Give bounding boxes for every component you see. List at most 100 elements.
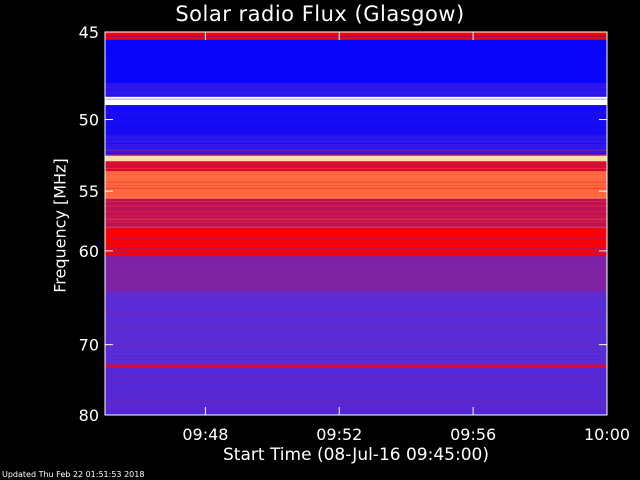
texture-line <box>105 407 607 408</box>
texture-line <box>105 399 607 401</box>
texture-line <box>105 218 607 220</box>
texture-line <box>105 362 607 363</box>
y-tick-label: 80 <box>79 406 99 425</box>
x-tick-label: 09:56 <box>450 425 496 444</box>
x-tick-label: 09:48 <box>182 425 228 444</box>
texture-line <box>105 326 607 328</box>
texture-line <box>105 391 607 393</box>
texture-line <box>105 171 607 173</box>
texture-line <box>105 413 607 415</box>
texture-line <box>105 328 607 329</box>
texture-line <box>105 412 607 413</box>
texture-line <box>105 245 607 246</box>
texture-line <box>105 388 607 390</box>
texture-line <box>105 376 607 378</box>
texture-line <box>105 319 607 321</box>
texture-line <box>105 107 607 109</box>
texture-line <box>105 338 607 339</box>
band-6 <box>105 155 607 162</box>
texture-line <box>105 181 607 183</box>
band-13 <box>105 364 607 368</box>
texture-line <box>105 349 607 350</box>
texture-line <box>105 63 607 65</box>
texture-line <box>105 188 607 189</box>
texture-line <box>105 149 607 151</box>
texture-line <box>105 211 607 213</box>
texture-line <box>105 138 607 140</box>
texture-line <box>105 268 607 270</box>
texture-line <box>105 314 607 316</box>
texture-line <box>105 256 607 258</box>
band-11 <box>105 256 607 292</box>
texture-line <box>105 355 607 357</box>
texture-line <box>105 185 607 186</box>
texture-line <box>105 126 607 128</box>
texture-line <box>105 35 607 37</box>
plot-frame <box>104 31 608 416</box>
band-4 <box>105 105 607 135</box>
texture-line <box>105 304 607 306</box>
texture-line <box>105 122 607 124</box>
texture-line <box>105 289 607 291</box>
texture-line <box>105 379 607 381</box>
texture-line <box>105 368 607 369</box>
texture-line <box>105 161 607 163</box>
texture-line <box>105 345 607 347</box>
texture-line <box>105 308 607 310</box>
texture-line <box>105 334 607 336</box>
texture-line <box>105 85 607 87</box>
texture-line <box>105 385 607 387</box>
texture-line <box>105 134 607 136</box>
texture-line <box>105 409 607 411</box>
texture-line <box>105 95 607 97</box>
texture-line <box>105 364 607 366</box>
texture-line <box>105 98 607 100</box>
updated-timestamp: Updated Thu Feb 22 01:51:53 2018 <box>2 470 145 479</box>
texture-line <box>105 300 607 302</box>
texture-line <box>105 226 607 228</box>
texture-line <box>105 201 607 202</box>
texture-line <box>105 322 607 323</box>
texture-line <box>105 359 607 360</box>
texture-line <box>105 89 607 91</box>
texture-line <box>105 197 607 199</box>
texture-line <box>105 248 607 250</box>
texture-line <box>105 154 607 155</box>
texture-line <box>105 274 607 275</box>
texture-line <box>105 370 607 372</box>
texture-line <box>105 215 607 217</box>
texture-line <box>105 232 607 234</box>
texture-line <box>105 306 607 308</box>
band-1 <box>105 39 607 84</box>
texture-line <box>105 116 607 118</box>
texture-line <box>105 69 607 71</box>
texture-line <box>105 374 607 375</box>
x-axis-label: Start Time (08-Jul-16 09:45:00) <box>223 445 489 465</box>
texture-line <box>105 351 607 353</box>
texture-line <box>105 402 607 403</box>
texture-line <box>105 168 607 169</box>
texture-line <box>105 81 607 82</box>
band-5 <box>105 134 607 156</box>
texture-line <box>105 176 607 177</box>
texture-line <box>105 43 607 44</box>
band-8 <box>105 171 607 199</box>
texture-line <box>105 238 607 240</box>
band-0 <box>105 32 607 40</box>
texture-line <box>105 143 607 144</box>
texture-line <box>105 324 607 326</box>
band-9 <box>105 198 607 229</box>
texture-line <box>105 262 607 263</box>
y-tick-label: 50 <box>79 111 99 130</box>
texture-line <box>105 279 607 280</box>
y-tick-label: 55 <box>79 182 99 201</box>
texture-line <box>105 356 607 358</box>
y-tick-label: 70 <box>79 336 99 355</box>
chart-title: Solar radio Flux (Glasgow) <box>175 2 465 26</box>
texture-line <box>105 341 607 343</box>
band-14 <box>105 367 607 415</box>
texture-line <box>105 48 607 49</box>
x-tick-label: 09:52 <box>316 425 362 444</box>
band-12 <box>105 291 607 365</box>
